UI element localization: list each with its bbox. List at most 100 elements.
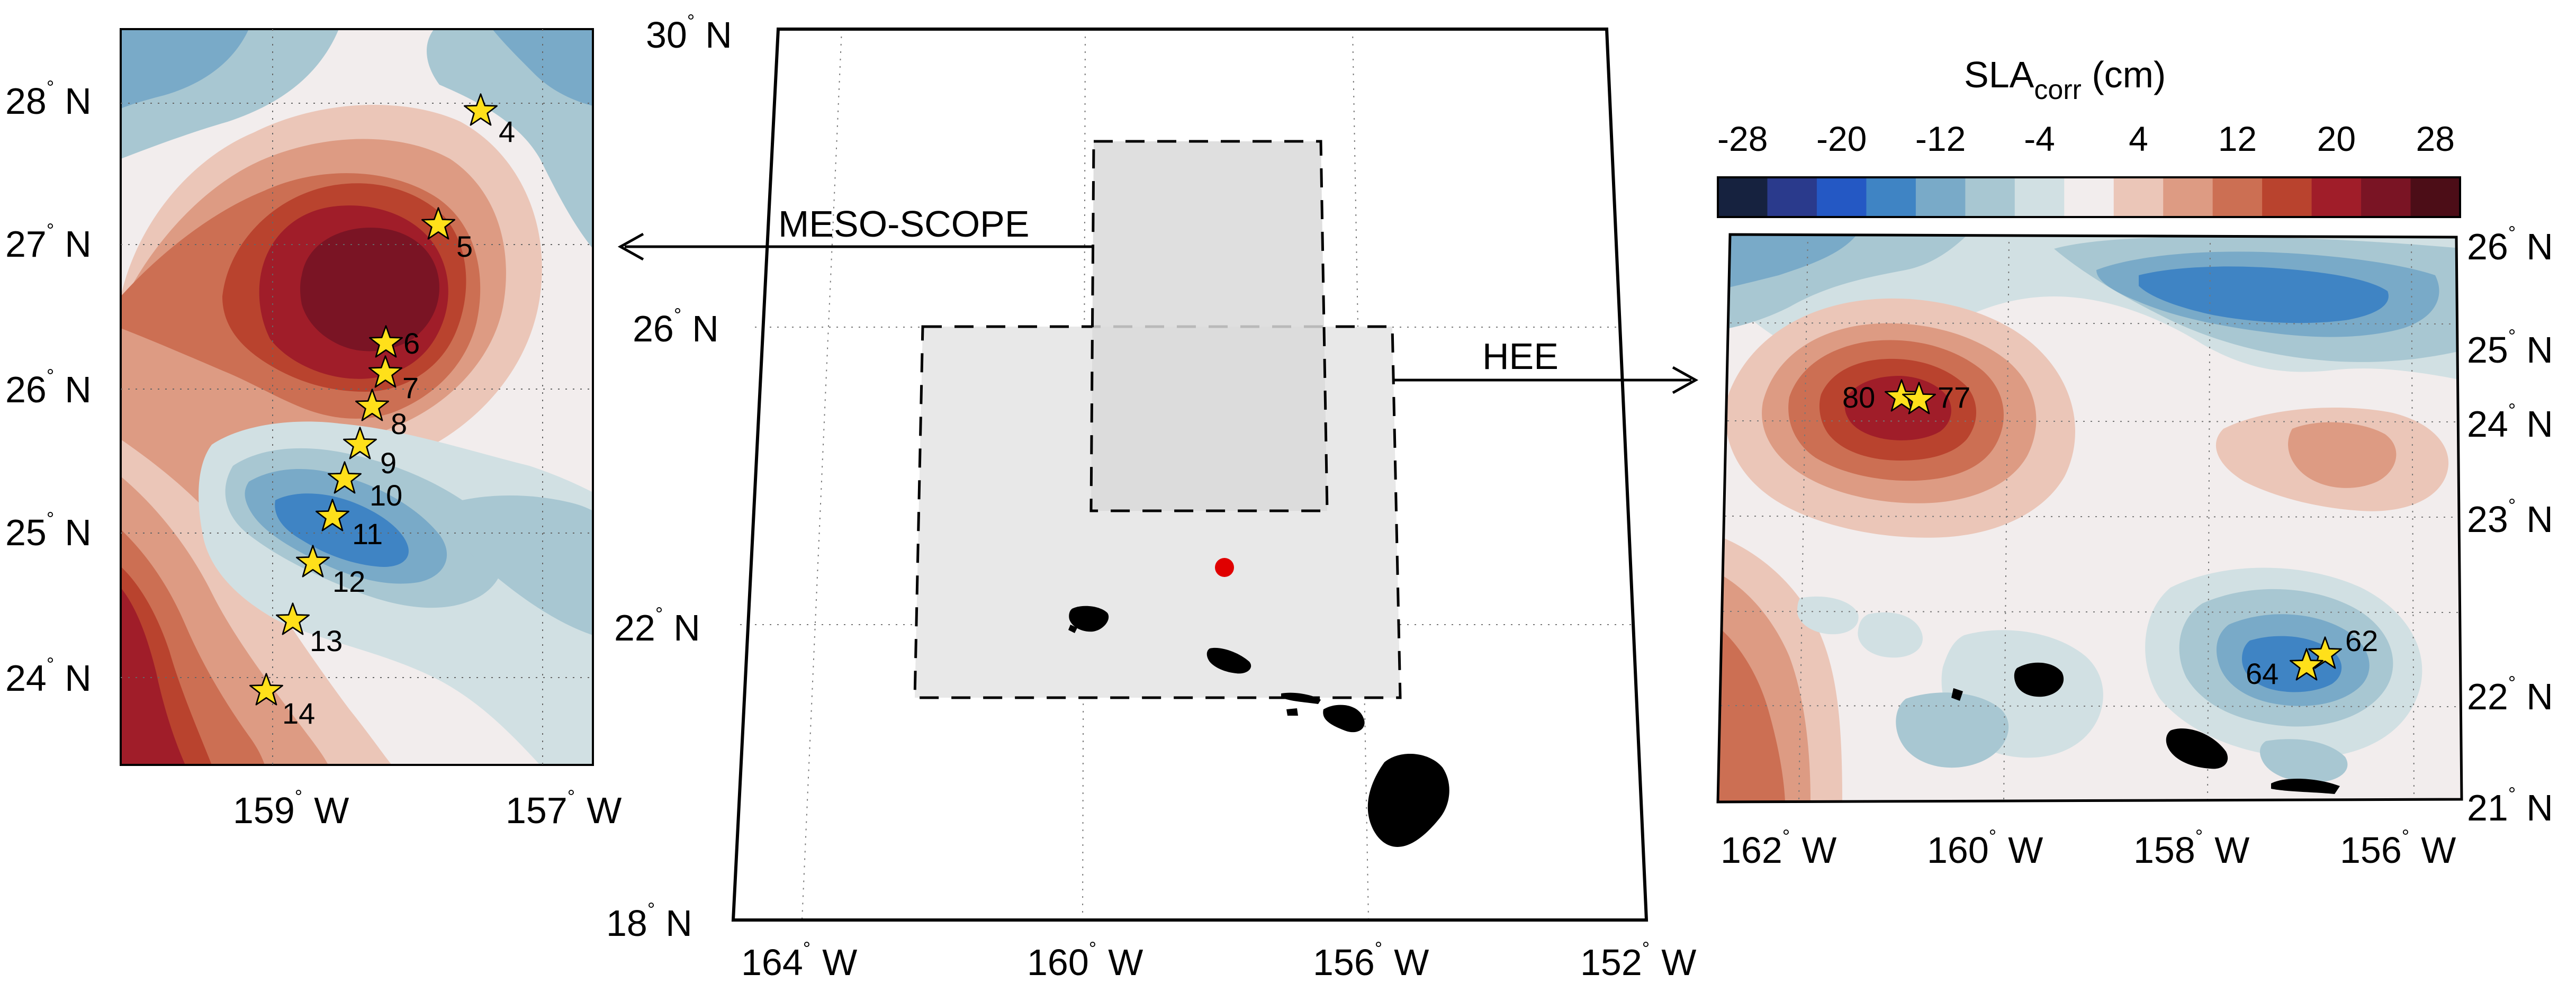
left-lon-label-159: 159° W [233,786,349,831]
colorbar-swatch [1816,177,1867,217]
right-station-label: 64 [2246,657,2278,690]
left-station-label: 5 [456,230,473,263]
meso-scope-label: MESO-SCOPE [778,203,1030,245]
right-station-label: 62 [2345,624,2378,657]
colorbar-tick-label: 28 [2416,119,2455,158]
left-station-label: 11 [352,517,383,551]
left-station-label: 10 [370,479,402,512]
right-lon-label-162: 162° W [1721,825,1836,871]
island-big-island-icon [1367,753,1449,847]
center-lat-label-18: 18° N [606,898,692,944]
right-lat-label-23: 23° N [2467,494,2553,540]
center-lon-label-156: 156° W [1313,937,1429,983]
left-map-lon-labels: 159° W 157° W [233,786,622,831]
colorbar-swatch [1718,177,1768,217]
hee-label: HEE [1482,336,1559,377]
right-lon-label-158: 158° W [2133,825,2249,871]
colorbar-tick-label: 12 [2218,119,2257,158]
island-kauai-icon [1069,606,1109,632]
left-sla-field [121,29,593,765]
colorbar-swatch [2311,177,2362,217]
left-station-label: 12 [332,565,365,598]
right-station-label: 77 [1938,381,1970,414]
left-lat-label-24: 24° N [5,653,92,699]
station-aloha-marker [1215,558,1234,577]
left-lat-label-27: 27° N [5,219,92,265]
right-lat-label-22: 22° N [2467,672,2553,717]
center-lat-label-22: 22° N [614,603,700,648]
right-map: 80 77 62 64 26° N 25° N 24° N 23° N 22° N 21° N 1… [1716,222,2553,871]
colorbar-swatch [1965,177,2015,217]
center-lon-label-160: 160° W [1027,937,1143,983]
left-station-label: 8 [391,407,407,440]
colorbar-swatch [2113,177,2164,217]
colorbar-tick-labels: -28 -20 -12 -4 4 12 20 28 [1717,119,2455,158]
colorbar-swatch [2212,177,2263,217]
left-station-label: 9 [380,446,397,480]
colorbar-swatch [1866,177,1916,217]
colorbar-swatch [2262,177,2312,217]
colorbar-title: SLAcorr (cm) [1964,54,2166,105]
colorbar-swatch [2361,177,2411,217]
left-map: 4 5 6 78 910 11 12 13 14 28° N 27° N 26° N 25° N 24°… [5,28,622,831]
left-lat-label-28: 28° N [5,76,92,122]
island-kauai-icon [2014,662,2064,697]
island-maui-icon [1323,705,1365,733]
island-niihau-icon [1068,625,1077,633]
right-map-stations: 80 77 62 64 [1842,379,2378,690]
island-lanai-icon [1286,708,1298,716]
colorbar-tick-label: 20 [2317,119,2356,158]
left-station-label: 14 [282,697,315,730]
colorbar-swatches [1718,177,2461,217]
right-station-label: 80 [1842,381,1875,414]
hawaiian-islands [1068,606,1449,847]
center-map-frame [731,28,1649,922]
colorbar-swatch [2014,177,2065,217]
colorbar-tick-label: -28 [1717,119,1768,158]
colorbar-frame [1717,176,2461,218]
left-lat-label-25: 25° N [5,508,92,553]
colorbar-swatch [2163,177,2213,217]
right-lat-label-26: 26° N [2467,222,2553,267]
colorbar-swatch [1915,177,1966,217]
center-lat-label-26: 26° N [633,304,719,349]
colorbar-tick-label: 4 [2129,119,2148,158]
colorbar-tick-label: -4 [2024,119,2055,158]
left-station-label: 13 [310,624,343,657]
right-sla-field [1718,235,2462,802]
left-station-label: 6 [403,327,420,360]
center-lat-label-30: 30° N [646,10,732,56]
left-map-lat-labels: 28° N 27° N 26° N 25° N 24° N [5,76,92,699]
right-lat-label-25: 25° N [2467,325,2553,371]
right-map-frame [1716,233,2463,804]
left-map-stations: 4 5 6 78 910 11 12 13 14 [249,93,515,730]
colorbar: SLAcorr (cm) -28 -20 -12 -4 4 12 20 28 [1717,54,2461,218]
colorbar-swatch [1767,177,1817,217]
right-map-lat-labels: 26° N 25° N 24° N 23° N 22° N 21° N [2467,222,2553,828]
colorbar-swatch [2410,177,2461,217]
left-lon-label-157: 157° W [506,786,622,831]
island-niihau-icon [1951,688,1963,701]
colorbar-tick-label: -12 [1915,119,1966,158]
island-oahu-icon [2166,728,2228,769]
right-map-lon-labels: 162° W 160° W 158° W 156° W [1721,825,2456,871]
island-molokai-icon [1281,692,1321,704]
left-station-label: 7 [402,371,419,404]
right-map-gridlines [1720,234,2462,802]
right-lat-label-24: 24° N [2467,399,2553,445]
center-map-lon-labels: 164° W 160° W 156° W 152° W [741,937,1696,983]
center-lon-label-152: 152° W [1580,937,1696,983]
center-map: MESO-SCOPE HEE 30° N 26° N 22° N 18° N 164° W… [606,10,1699,983]
right-map-islands [1951,662,2340,794]
right-lon-label-156: 156° W [2340,825,2456,871]
island-oahu-icon [1206,647,1251,674]
colorbar-tick-label: -20 [1816,119,1867,158]
center-map-lat-labels: 30° N 26° N 22° N 18° N [606,10,732,944]
region-arrows [617,232,1699,394]
island-molokai-icon [2271,778,2340,794]
center-lon-label-164: 164° W [741,937,857,983]
left-station-label: 4 [499,115,515,148]
right-lat-label-21: 21° N [2467,783,2553,828]
left-lat-label-26: 26° N [5,365,92,410]
